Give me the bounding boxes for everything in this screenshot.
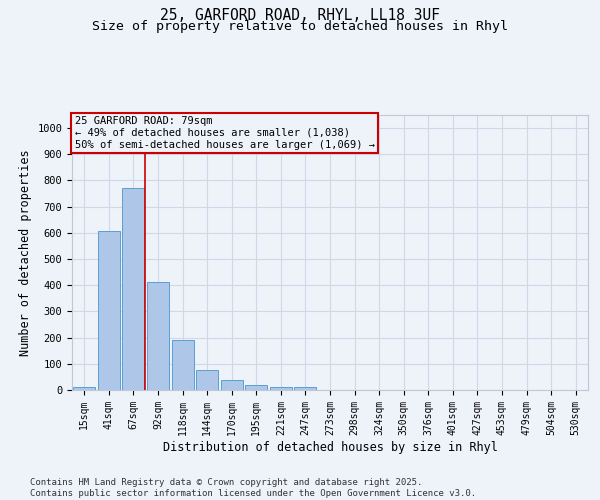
Bar: [295, 388, 316, 390]
Text: 25 GARFORD ROAD: 79sqm
← 49% of detached houses are smaller (1,038)
50% of semi-: 25 GARFORD ROAD: 79sqm ← 49% of detached…: [74, 116, 374, 150]
Bar: [196, 370, 218, 390]
Bar: [98, 231, 120, 390]
Text: 25, GARFORD ROAD, RHYL, LL18 3UF: 25, GARFORD ROAD, RHYL, LL18 3UF: [160, 8, 440, 22]
Bar: [245, 386, 268, 390]
X-axis label: Distribution of detached houses by size in Rhyl: Distribution of detached houses by size …: [163, 440, 497, 454]
Bar: [221, 380, 243, 390]
Bar: [147, 282, 169, 390]
Bar: [122, 188, 145, 390]
Bar: [172, 340, 194, 390]
Bar: [270, 388, 292, 390]
Text: Contains HM Land Registry data © Crown copyright and database right 2025.
Contai: Contains HM Land Registry data © Crown c…: [30, 478, 476, 498]
Y-axis label: Number of detached properties: Number of detached properties: [19, 149, 32, 356]
Text: Size of property relative to detached houses in Rhyl: Size of property relative to detached ho…: [92, 20, 508, 33]
Bar: [73, 387, 95, 390]
